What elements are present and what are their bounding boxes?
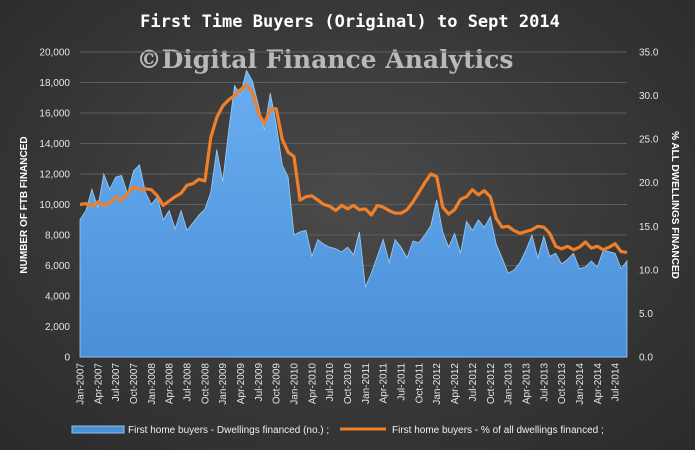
y-right-tick-label: 30.0 [639, 91, 659, 102]
x-tick-label: Jul-2009 [254, 363, 265, 402]
y-right-tick-label: 5.0 [639, 309, 653, 320]
x-tick-label: Apr-2011 [379, 363, 390, 404]
y-axis-left-label: NUMBER OF FTB FINANCED [19, 136, 30, 273]
chart-title: First Time Buyers (Original) to Sept 201… [140, 12, 560, 32]
x-tick-label: Jan-2013 [504, 363, 515, 405]
y-right-tick-label: 10.0 [639, 265, 659, 276]
x-tick-label: Jan-2008 [147, 363, 158, 405]
y-right-tick-label: 0.0 [639, 353, 653, 364]
x-tick-label: Oct-2011 [414, 363, 425, 404]
y-left-tick-label: 4,000 [45, 292, 70, 303]
x-tick-label: Apr-2008 [165, 363, 176, 405]
x-tick-label: Oct-2007 [129, 363, 140, 405]
x-tick-label: Jul-2014 [611, 363, 622, 402]
y-right-tick-label: 25.0 [639, 135, 659, 146]
x-tick-label: Apr-2010 [307, 363, 318, 405]
line-series-layer [79, 83, 628, 254]
area-series-layer [79, 69, 628, 358]
line-series-first-home-buyers-percent [79, 83, 628, 254]
y-right-tick-label: 15.0 [639, 222, 659, 233]
x-tick-label: Apr-2012 [450, 363, 461, 405]
x-tick-label: Apr-2007 [93, 363, 104, 405]
legend-swatch-area [71, 425, 125, 434]
y-right-tick-label: 35.0 [639, 48, 659, 59]
x-tick-label: Oct-2010 [343, 363, 354, 405]
y-left-tick-label: 6,000 [45, 261, 70, 272]
x-tick-label: Oct-2013 [557, 363, 568, 405]
x-tick-label: Jul-2007 [111, 363, 122, 402]
x-axis-ticks: Jan-2007 Apr-2007 Jul-2007 Oct-2007 Jan-2008… [76, 363, 622, 405]
x-tick-label: Jul-2013 [539, 363, 550, 402]
y-left-tick-label: 2,000 [45, 322, 70, 333]
right-axis-ticks: 0.0 5.0 10.0 15.0 20.0 25.0 30.0 35.0 [639, 48, 659, 364]
legend: First home buyers - Dwellings financed (… [71, 425, 604, 436]
x-tick-label: Jan-2007 [76, 363, 87, 405]
x-tick-label: Oct-2009 [272, 363, 283, 405]
x-tick-label: Apr-2014 [593, 363, 604, 405]
x-tick-label: Jan-2010 [290, 363, 301, 405]
x-tick-label: Jan-2011 [361, 363, 372, 404]
y-left-tick-label: 10,000 [39, 200, 70, 211]
y-left-tick-label: 8,000 [45, 231, 70, 242]
legend-label-area: First home buyers - Dwellings financed (… [128, 425, 329, 436]
y-left-tick-label: 14,000 [39, 139, 70, 150]
x-tick-label: Jul-2011 [397, 363, 408, 401]
watermark-text: ©Digital Finance Analytics [137, 45, 514, 74]
y-left-tick-label: 20,000 [39, 48, 70, 59]
y-right-tick-label: 20.0 [639, 178, 659, 189]
x-tick-label: Jan-2012 [432, 363, 443, 405]
y-left-tick-label: 12,000 [39, 170, 70, 181]
y-left-tick-label: 0 [64, 353, 70, 364]
y-left-tick-label: 16,000 [39, 109, 70, 120]
y-left-tick-label: 18,000 [39, 78, 70, 89]
x-tick-label: Oct-2012 [486, 363, 497, 405]
y-axis-right-label: % ALL DWELLINGS FINANCED [669, 131, 680, 279]
x-tick-label: Jul-2012 [468, 363, 479, 402]
x-tick-label: Jan-2009 [218, 363, 229, 405]
x-tick-label: Jul-2010 [325, 363, 336, 402]
legend-label-line: First home buyers - % of all dwellings f… [392, 425, 604, 436]
x-tick-label: Apr-2009 [236, 363, 247, 405]
area-series-first-home-buyers-count [79, 69, 628, 358]
x-tick-label: Oct-2008 [200, 363, 211, 405]
x-tick-label: Jul-2008 [183, 363, 194, 402]
x-tick-label: Apr-2013 [521, 363, 532, 405]
left-axis-ticks: 0 2,000 4,000 6,000 8,000 10,000 12,000 14,000 1… [39, 48, 70, 364]
x-tick-label: Jan-2014 [575, 363, 586, 405]
